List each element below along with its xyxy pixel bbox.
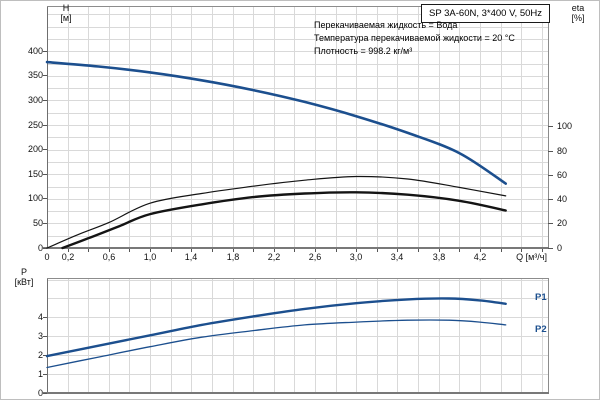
left-axis-tick-label: 1	[37, 369, 43, 379]
info-density: Плотность = 998.2 кг/м³	[314, 46, 413, 56]
q-axis-tick-label: 1,8	[226, 252, 240, 262]
eta-axis-tick-label: 80	[557, 146, 568, 156]
curve-H	[45, 60, 507, 185]
left-axis-tick-label: 300	[27, 95, 43, 105]
q-axis-tick-label: 0,6	[102, 252, 116, 262]
q-axis-tick-label: 2,2	[267, 252, 281, 262]
left-axis-tick-label: 50	[32, 218, 43, 228]
q-axis-tick-label: 3,8	[432, 252, 446, 262]
left-axis-tick-label: 100	[27, 193, 43, 203]
curve-P1	[45, 297, 507, 358]
pump-model-title: SP 3A-60N, 3*400 V, 50Hz	[421, 4, 550, 23]
curve-eta-total	[61, 191, 507, 250]
q-axis-tick-label: 0	[44, 252, 50, 262]
eta-axis-tick-label: 0	[557, 243, 563, 253]
grid	[47, 7, 549, 248]
p1-curve-label: P1	[535, 292, 547, 303]
q-axis-tick-label: 3,4	[390, 252, 404, 262]
left-axis-tick-label: 200	[27, 144, 43, 154]
p-axis-symbol: P	[20, 267, 27, 277]
h-axis-unit: [м]	[60, 13, 72, 23]
plot-border	[43, 6, 549, 249]
h-axis-title: H [м]	[53, 3, 79, 23]
p-axis-title: P [кВт]	[8, 267, 40, 287]
left-axis-tick-label: 3	[37, 331, 43, 341]
q-axis-tick-label: 1,0	[143, 252, 157, 262]
curve-P2	[46, 319, 507, 369]
plot-border	[43, 278, 549, 394]
left-axis-tick-label: 2	[37, 350, 43, 360]
eta-axis-tick-label: 40	[557, 194, 568, 204]
left-axis-tick-label: 400	[27, 46, 43, 56]
left-axis-tick-label: 350	[27, 70, 43, 80]
eta-axis-tick-label: 20	[557, 218, 568, 228]
eta-axis-title: eta [%]	[561, 3, 595, 23]
eta-axis-unit: [%]	[571, 13, 585, 23]
left-axis-tick-label: 0	[37, 243, 43, 253]
p-axis-unit: [кВт]	[14, 277, 34, 287]
left-axis-tick-label: 150	[27, 169, 43, 179]
eta-axis-tick-label: 100	[557, 121, 573, 131]
left-axis-tick-label: 250	[27, 120, 43, 130]
q-axis-tick-label: 0,2	[61, 252, 75, 262]
q-axis-tick-label: 1,4	[184, 252, 198, 262]
left-axis-tick-label: 0	[37, 388, 43, 398]
h-axis-symbol: H	[62, 3, 70, 13]
grid	[47, 279, 549, 393]
eta-axis-symbol: eta	[571, 3, 585, 13]
eta-axis-tick-label: 60	[557, 170, 568, 180]
p2-curve-label: P2	[535, 324, 547, 335]
q-axis-unit-label: Q [м³/ч]	[516, 252, 547, 262]
curve-eta-pump	[46, 175, 507, 249]
left-axis-tick-label: 4	[37, 312, 43, 322]
q-axis-tick-label: 2,6	[308, 252, 322, 262]
info-temperature: Температура перекачиваемой жидкости = 20…	[314, 33, 515, 43]
q-axis-tick-label: 4,2	[473, 252, 487, 262]
q-axis-tick-label: 3,0	[349, 252, 363, 262]
info-liquid: Перекачиваемая жидкость = Вода	[314, 20, 458, 30]
